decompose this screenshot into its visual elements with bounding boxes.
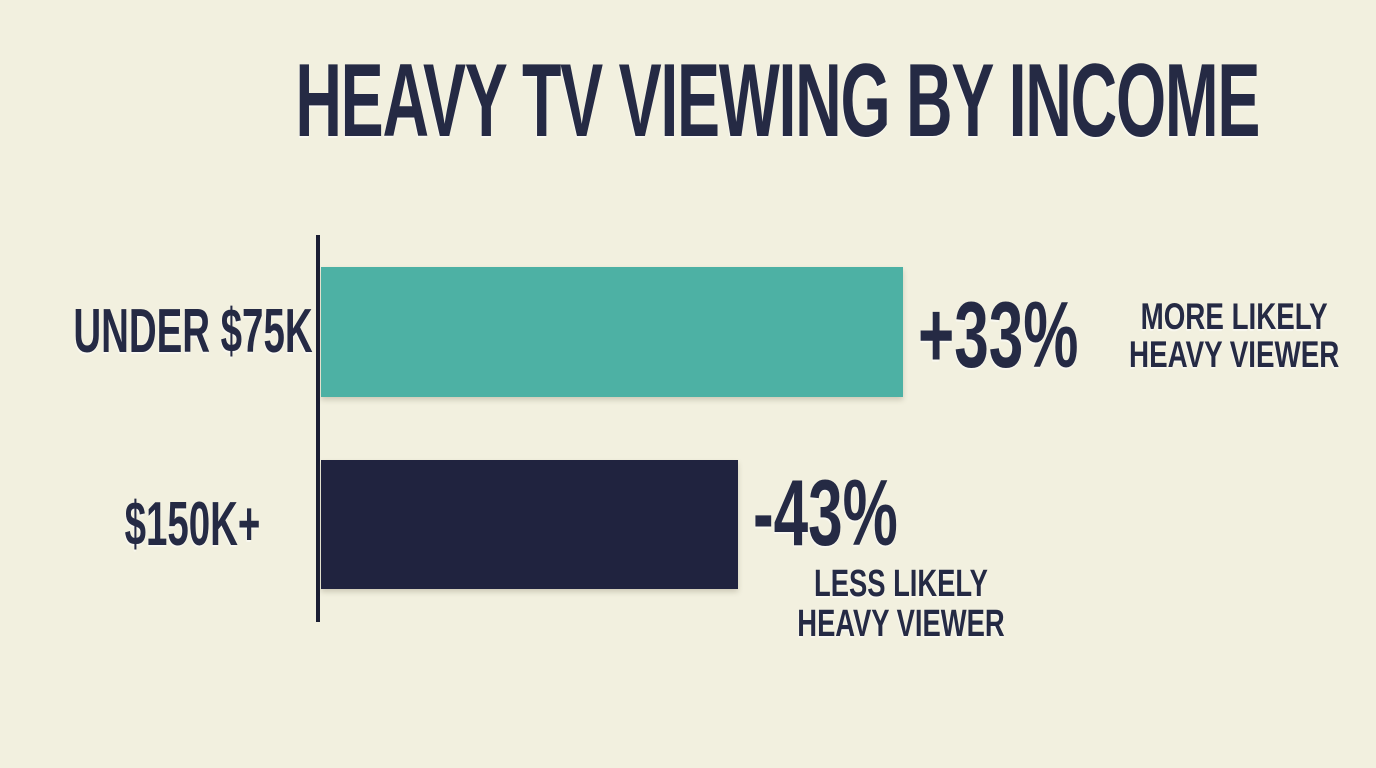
bar-under-75k <box>321 267 903 397</box>
description-under-75k-line2: HEAVY VIEWER <box>1129 334 1340 375</box>
value-label-under-75k: +33% <box>918 282 1079 387</box>
description-150k-plus-line2: HEAVY VIEWER <box>797 603 1005 645</box>
description-150k-plus: LESS LIKELY HEAVY VIEWER <box>757 564 1004 644</box>
description-150k-plus-line1: LESS LIKELY <box>814 563 988 605</box>
bar-150k-plus <box>321 460 738 589</box>
chart-title-text: HEAVY TV VIEWING BY INCOME <box>295 43 1260 159</box>
description-under-75k: MORE LIKELY HEAVY VIEWER <box>1094 298 1339 374</box>
description-under-75k-line1: MORE LIKELY <box>1140 296 1328 337</box>
category-label-under-75k: UNDER $75K <box>73 297 313 366</box>
category-label-150k-plus: $150K+ <box>124 490 260 559</box>
value-label-150k-plus: -43% <box>753 460 898 565</box>
chart-title: HEAVY TV VIEWING BY INCOME <box>0 49 1376 153</box>
y-axis-baseline <box>316 235 320 622</box>
